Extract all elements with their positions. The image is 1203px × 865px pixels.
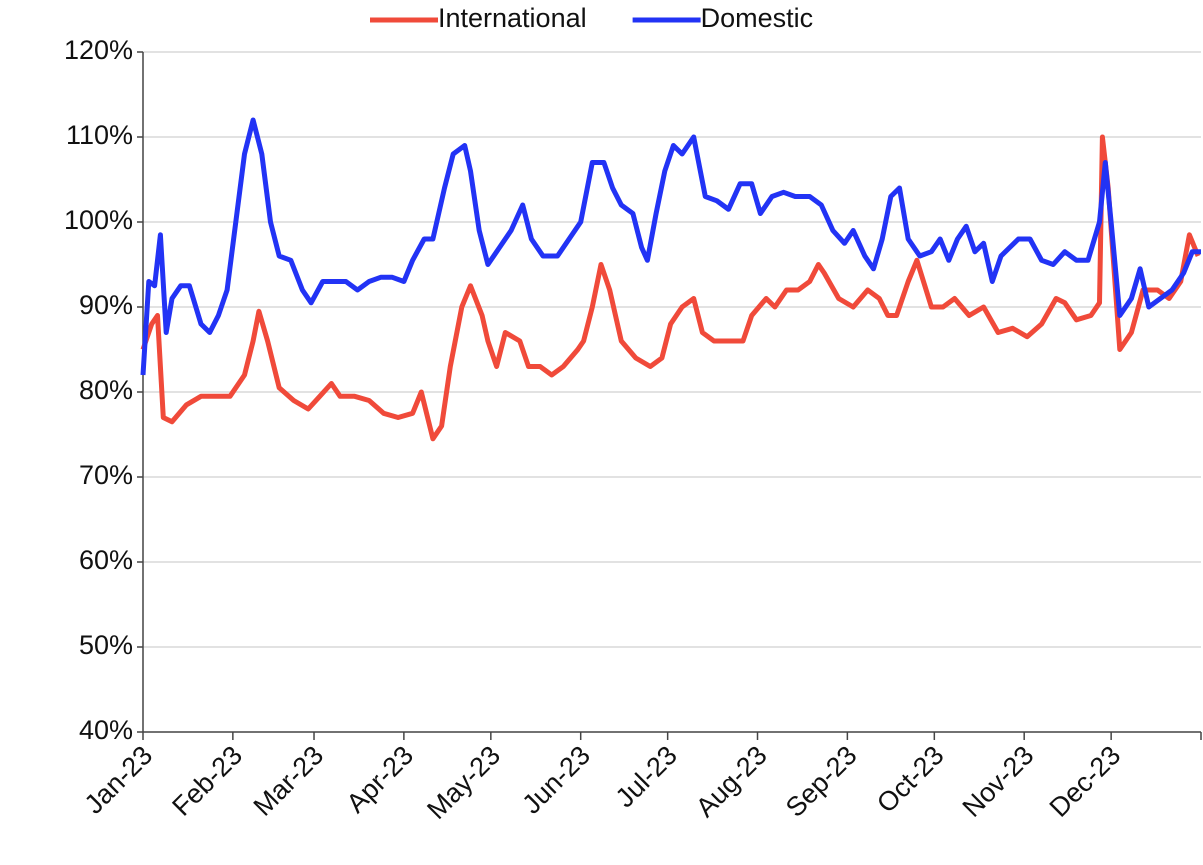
- y-tick-label: 120%: [64, 35, 133, 65]
- y-tick-label: 40%: [79, 715, 133, 745]
- y-tick-label: 80%: [79, 375, 133, 405]
- y-tick-label: 60%: [79, 545, 133, 575]
- x-tick-label: Feb-23: [166, 740, 248, 822]
- x-tick-label: Sep-23: [780, 740, 863, 823]
- x-tick-label: Jan-23: [79, 740, 159, 820]
- x-tick-label: Dec-23: [1044, 740, 1127, 823]
- data-line: [140, 134, 1201, 442]
- x-tick-label: May-23: [421, 740, 506, 825]
- x-tick-label: Nov-23: [957, 740, 1040, 823]
- data-line: [140, 117, 1201, 376]
- x-tick-label: Apr-23: [341, 740, 420, 819]
- x-tick-label: Aug-23: [690, 740, 773, 823]
- y-tick-label: 110%: [66, 120, 133, 150]
- y-tick-label: 100%: [64, 205, 133, 235]
- legend: International Domestic: [370, 3, 813, 33]
- y-tick-label: 50%: [79, 630, 133, 660]
- legend-label: International: [438, 3, 587, 33]
- legend-label: Domestic: [701, 3, 814, 33]
- x-tick-label: Oct-23: [871, 740, 950, 819]
- x-tick-label: Jul-23: [610, 740, 683, 813]
- y-tick-label: 70%: [79, 460, 133, 490]
- x-tick-label: Mar-23: [248, 740, 330, 822]
- y-tick-label: 90%: [79, 290, 133, 320]
- x-tick-label: Jun-23: [516, 740, 596, 820]
